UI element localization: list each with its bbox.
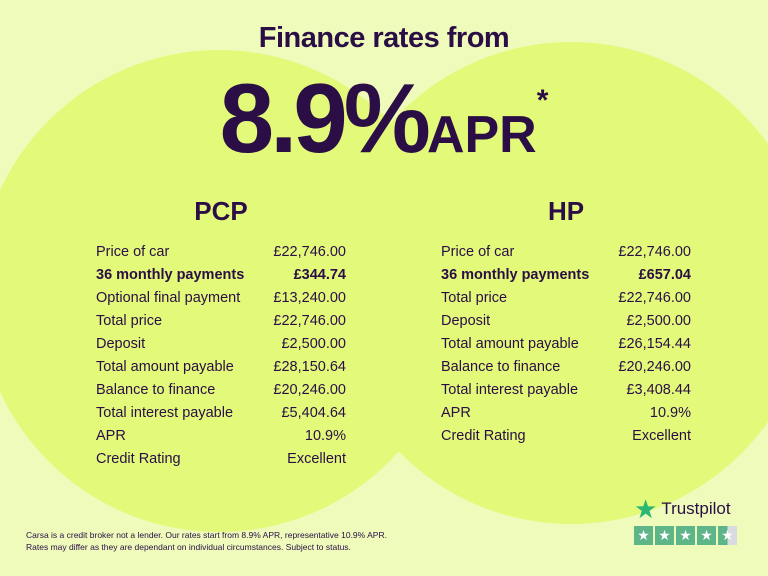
rate-suffix: APR xyxy=(426,106,537,164)
row-value: £13,240.00 xyxy=(273,290,346,306)
table-row: Credit Rating Excellent xyxy=(441,425,691,448)
row-value: £20,246.00 xyxy=(273,382,346,398)
trustpilot-label: Trustpilot xyxy=(661,499,731,518)
table-row: Deposit £2,500.00 xyxy=(441,310,691,333)
table-row: Deposit £2,500.00 xyxy=(96,333,346,356)
hp-table: HP Price of car £22,746.00 36 monthly paym… xyxy=(441,196,691,448)
table-row: Balance to finance £20,246.00 xyxy=(96,379,346,402)
rating-star-icon: ★ xyxy=(697,526,716,545)
row-value: £2,500.00 xyxy=(281,336,346,352)
right-circle-decoration xyxy=(330,42,768,524)
row-label: Total price xyxy=(96,313,163,329)
table-row: Balance to finance £20,246.00 xyxy=(441,356,691,379)
trustpilot-badge: ★ Trustpilot ★ ★ ★ ★ ★ xyxy=(634,494,742,545)
pcp-heading: PCP xyxy=(194,196,248,226)
table-row: 36 monthly payments £657.04 xyxy=(441,264,691,287)
row-label: 36 monthly payments xyxy=(441,267,590,283)
table-row: Total interest payable £5,404.64 xyxy=(96,402,346,425)
table-row: Total interest payable £3,408.44 xyxy=(441,379,691,402)
row-value: £28,150.64 xyxy=(273,359,346,375)
row-value: £22,746.00 xyxy=(618,244,691,260)
row-label: Credit Rating xyxy=(441,428,526,444)
row-value: £344.74 xyxy=(293,267,346,283)
row-value: £22,746.00 xyxy=(273,313,346,329)
table-row: Total amount payable £26,154.44 xyxy=(441,333,691,356)
row-label: Total interest payable xyxy=(441,382,579,398)
row-value: £5,404.64 xyxy=(281,405,346,421)
rate-value: 8.9% xyxy=(219,63,431,173)
table-row: Total amount payable £28,150.64 xyxy=(96,356,346,379)
table-row: Credit Rating Excellent xyxy=(96,448,346,471)
disclaimer: Carsa is a credit broker not a lender. O… xyxy=(26,529,387,553)
rating-star-icon: ★ xyxy=(634,526,653,545)
row-value: Excellent xyxy=(287,451,346,467)
rating-stars: ★ ★ ★ ★ ★ xyxy=(634,526,742,545)
disclaimer-line: Carsa is a credit broker not a lender. O… xyxy=(26,530,387,540)
row-label: Total amount payable xyxy=(441,336,579,352)
row-value: £20,246.00 xyxy=(618,359,691,375)
row-value: £2,500.00 xyxy=(626,313,691,329)
row-value: £26,154.44 xyxy=(618,336,691,352)
row-value: £657.04 xyxy=(638,267,691,283)
row-label: Deposit xyxy=(441,313,491,329)
row-label: Deposit xyxy=(96,336,146,352)
table-row: APR 10.9% xyxy=(96,425,346,448)
row-label: 36 monthly payments xyxy=(96,267,245,283)
row-value: Excellent xyxy=(632,428,691,444)
table-row: Total price £22,746.00 xyxy=(441,287,691,310)
rating-star-icon: ★ xyxy=(676,526,695,545)
row-label: Price of car xyxy=(441,244,515,260)
row-label: Credit Rating xyxy=(96,451,181,467)
pcp-table: PCP Price of car £22,746.00 36 monthly pay… xyxy=(96,196,346,471)
row-label: Balance to finance xyxy=(441,359,561,375)
row-label: Total interest payable xyxy=(96,405,234,421)
hp-rows: Price of car £22,746.00 36 monthly payment… xyxy=(441,241,691,448)
rating-star-icon: ★ xyxy=(655,526,674,545)
table-row: APR 10.9% xyxy=(441,402,691,425)
disclaimer-line: Rates may differ as they are dependant o… xyxy=(26,542,351,552)
hp-heading: HP xyxy=(547,196,585,226)
table-row: 36 monthly payments £344.74 xyxy=(96,264,346,287)
row-value: £22,746.00 xyxy=(273,244,346,260)
row-label: Balance to finance xyxy=(96,382,216,398)
pcp-rows: Price of car £22,746.00 36 monthly payment… xyxy=(96,241,346,471)
star-icon: ★ xyxy=(634,494,658,524)
table-row: Price of car £22,746.00 xyxy=(441,241,691,264)
row-value: £3,408.44 xyxy=(626,382,691,398)
row-label: APR xyxy=(441,405,471,421)
asterisk: * xyxy=(536,84,549,117)
rating-half-star-icon: ★ xyxy=(718,526,737,545)
headline: Finance rates from xyxy=(258,22,510,54)
row-label: Optional final payment xyxy=(96,290,241,306)
rate-display: 8.9%APR* xyxy=(0,62,768,175)
left-circle-decoration xyxy=(0,50,460,532)
table-row: Optional final payment £13,240.00 xyxy=(96,287,346,310)
row-value: 10.9% xyxy=(649,405,691,421)
table-row: Total price £22,746.00 xyxy=(96,310,346,333)
row-value: 10.9% xyxy=(304,428,346,444)
row-label: Price of car xyxy=(96,244,170,260)
table-row: Price of car £22,746.00 xyxy=(96,241,346,264)
row-label: Total price xyxy=(441,290,508,306)
row-label: Total amount payable xyxy=(96,359,234,375)
row-label: APR xyxy=(96,428,126,444)
row-value: £22,746.00 xyxy=(618,290,691,306)
